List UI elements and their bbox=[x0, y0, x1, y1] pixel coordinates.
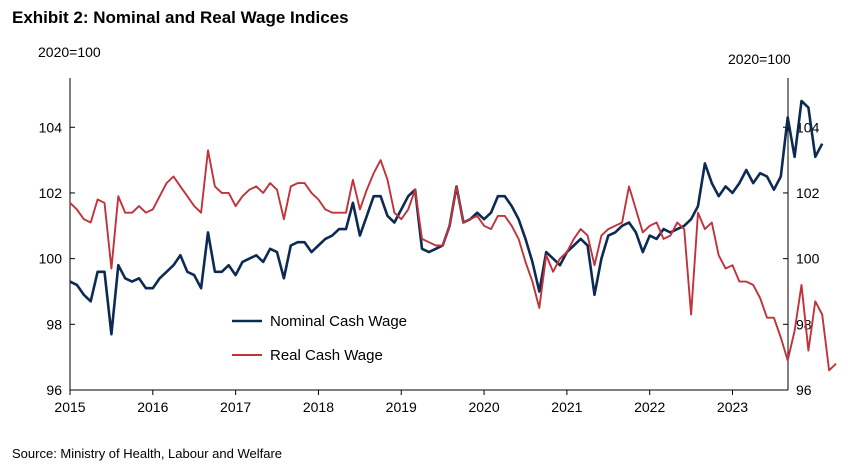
left-axis-unit: 2020=100 bbox=[38, 44, 101, 60]
right-y-tick-label: 98 bbox=[796, 316, 812, 332]
chart-lines bbox=[69, 99, 837, 372]
x-tick-label: 2018 bbox=[303, 399, 334, 415]
nominal-cash-wageline bbox=[69, 99, 824, 336]
chart-axes: 96 98 100 102 104 96 98 100 102 104 2015 2016 2017 20… bbox=[39, 78, 820, 415]
right-y-tick-label: 102 bbox=[796, 185, 820, 201]
x-tick-label: 2017 bbox=[220, 399, 251, 415]
x-tick-label: 2020 bbox=[468, 399, 499, 415]
left-y-tick-label: 102 bbox=[39, 185, 63, 201]
chart-legend: Nominal Cash Wage Real Cash Wage bbox=[232, 313, 407, 364]
right-axis-unit: 2020=100 bbox=[728, 51, 791, 67]
x-tick-label: 2015 bbox=[54, 399, 85, 415]
left-y-tick-label: 104 bbox=[39, 119, 63, 135]
x-tick-label: 2021 bbox=[551, 399, 582, 415]
left-y-tick-label: 98 bbox=[46, 316, 62, 332]
right-y-tick-label: 104 bbox=[796, 119, 820, 135]
x-tick-label: 2016 bbox=[137, 399, 168, 415]
x-tick-label: 2019 bbox=[386, 399, 417, 415]
legend-label: Nominal Cash Wage bbox=[270, 313, 407, 330]
right-y-tick-label: 96 bbox=[796, 382, 812, 398]
legend-label: Real Cash Wage bbox=[270, 347, 383, 364]
left-y-tick-label: 100 bbox=[39, 251, 63, 267]
left-y-tick-label: 96 bbox=[46, 382, 62, 398]
chart-title: Exhibit 2: Nominal and Real Wage Indices bbox=[12, 8, 349, 27]
x-tick-label: 2023 bbox=[717, 399, 748, 415]
real-cash-wageline bbox=[69, 149, 837, 372]
right-y-tick-label: 100 bbox=[796, 251, 820, 267]
x-tick-label: 2022 bbox=[634, 399, 665, 415]
source-note: Source: Ministry of Health, Labour and W… bbox=[12, 446, 283, 461]
